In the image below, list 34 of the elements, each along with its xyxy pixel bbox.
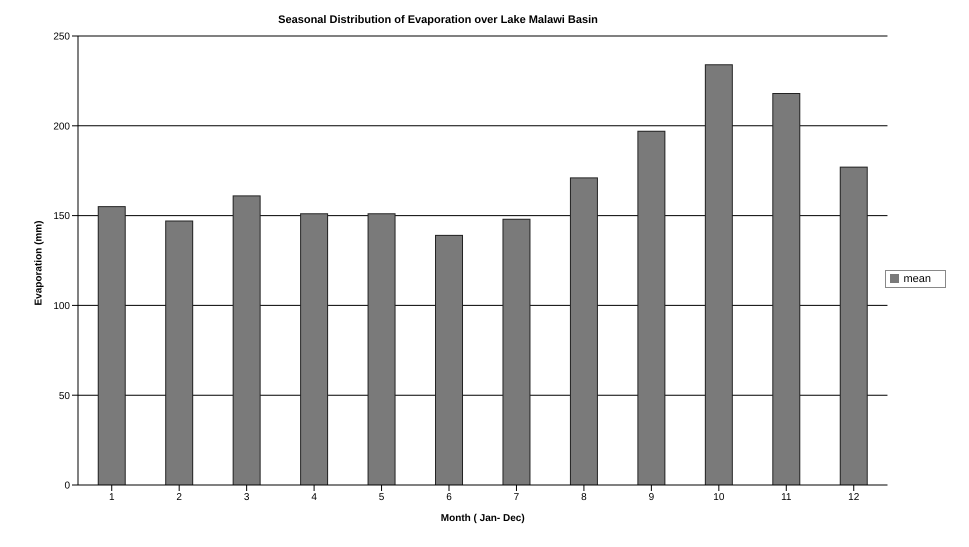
y-tick-label: 50 [58,390,70,402]
y-axis-title: Evaporation (mm) [34,220,45,306]
x-tick-label: 3 [244,492,250,504]
bar [98,206,126,485]
x-tick-label: 8 [581,492,588,504]
x-tick-label: 2 [176,492,182,504]
x-axis-title: Month ( Jan- Dec) [440,513,525,524]
x-tick-label: 10 [713,492,725,504]
bar [570,177,598,485]
bar [165,220,194,485]
bar [772,92,800,485]
bar [232,195,261,485]
bar [637,130,666,485]
bar [300,213,328,485]
y-tick-label: 250 [53,32,70,43]
y-tick-label: 150 [53,211,70,222]
bar [435,234,464,485]
bar [840,166,868,485]
x-tick-label: 9 [648,492,655,504]
x-tick-label: 5 [378,492,385,504]
chart-title: Seasonal Distribution of Evaporation over Lake Malawi Basin [277,13,599,26]
x-tick-label: 6 [446,492,452,504]
x-tick-label: 11 [781,492,792,504]
bar [368,213,396,485]
bar [502,218,530,485]
bar [704,64,733,485]
y-tick-label: 0 [64,480,70,492]
x-tick-label: 7 [514,492,520,504]
y-tick-label: 200 [53,121,70,132]
y-tick-label: 100 [53,300,70,312]
x-tick-label: 4 [311,492,318,504]
x-tick-label: 1 [108,492,115,504]
x-tick-label: 12 [848,492,860,504]
legend-label: mean [903,272,931,284]
